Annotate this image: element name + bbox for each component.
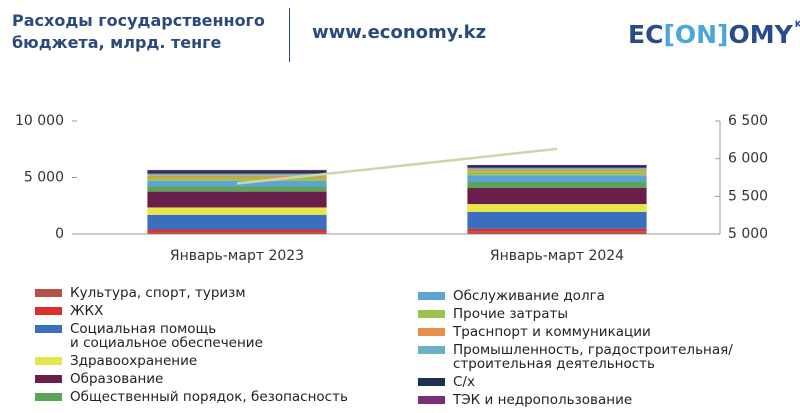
legend-swatch [35, 289, 62, 297]
bar-segment [147, 177, 327, 181]
x-tick-label: Январь-март 2024 [490, 248, 624, 264]
y-tick-label: 0 [55, 226, 64, 242]
legend-swatch [418, 328, 445, 336]
legend: Обслуживание долга Прочие затраты Траснпор… [418, 289, 733, 411]
separator [289, 8, 290, 62]
header-title: Расходы государственного бюджета, млрд. … [12, 11, 265, 52]
bar-segment [147, 207, 327, 215]
bar-segment [467, 204, 647, 212]
y2-tick-label: 6 500 [728, 113, 768, 129]
legend-swatch [35, 307, 62, 315]
logo-part: KZ [794, 20, 800, 30]
legend-item: Образование [35, 372, 348, 386]
legend-swatch [35, 393, 62, 401]
legend-item: ЖКХ [35, 304, 348, 318]
legend-label: ЖКХ [70, 303, 104, 319]
y2-tick-label: 6 000 [728, 151, 768, 167]
legend-swatch [35, 325, 62, 333]
bar-segment [147, 214, 327, 230]
bar-segment [467, 165, 647, 168]
bar-segment [467, 211, 647, 229]
legend-item: ТЭК и недропользование [418, 393, 733, 407]
bar-segment [467, 171, 647, 176]
bar-segment [467, 187, 647, 205]
bar-segment [147, 191, 327, 208]
legend-item: Промышленность, градостроительная/ строи… [418, 343, 733, 371]
bar-segment [467, 164, 647, 166]
bar-segment [467, 228, 647, 232]
y2-tick-label: 5 500 [728, 188, 768, 204]
header-site: www.economy.kz [312, 22, 487, 43]
y-tick-label: 5 000 [24, 170, 64, 186]
logo-part: EC [628, 20, 664, 49]
bar-segment [147, 180, 327, 187]
logo-part: [ON] [663, 20, 729, 49]
legend-item: Прочие затраты [418, 307, 733, 321]
logo: EC[ON]OMYKZ [628, 20, 800, 49]
chart: 0 5 000 10 000 5 000 5 500 6 000 6 500 Январь-м… [15, 113, 768, 264]
legend-label: С/х [453, 374, 475, 390]
legend-label: ТЭК и недропользование [453, 392, 633, 408]
legend-swatch [35, 357, 62, 365]
legend-item: Культура, спорт, туризм [35, 286, 348, 300]
legend-label: Обслуживание долга [453, 288, 605, 304]
legend-label: Здравоохранение [70, 353, 198, 369]
legend-label: Прочие затраты [453, 306, 569, 322]
bar-segment [467, 169, 647, 172]
legend-swatch [418, 310, 445, 318]
bar-segment [147, 231, 327, 234]
legend-swatch [418, 292, 445, 300]
y2-tick-label: 5 000 [728, 226, 768, 242]
bar-segment [147, 169, 327, 172]
legend-item: Общественный порядок, безопасность [35, 390, 348, 404]
logo-part: OMY [728, 20, 793, 49]
legend-item: С/х [418, 375, 733, 389]
legend-label: Образование [70, 371, 164, 387]
legend-swatch [418, 346, 445, 354]
legend-label: Промышленность, градостроительная/ строи… [453, 342, 733, 372]
bar-segment [147, 175, 327, 178]
bar-segment [467, 182, 647, 188]
y-tick-label: 10 000 [15, 113, 64, 129]
bar-segment [467, 231, 647, 234]
legend-swatch [418, 396, 445, 404]
legend-label: Траснпорт и коммуникации [453, 324, 651, 340]
legend-item: Здравоохранение [35, 354, 348, 368]
bar-segment [467, 175, 647, 183]
x-tick-label: Январь-март 2023 [170, 248, 304, 264]
bar-segment [467, 167, 647, 170]
legend-item: Траснпорт и коммуникации [418, 325, 733, 339]
legend-label: Культура, спорт, туризм [70, 285, 246, 301]
bar-segment [147, 173, 327, 176]
legend-item: Обслуживание долга [418, 289, 733, 303]
legend-swatch [35, 375, 62, 383]
legend-label: Общественный порядок, безопасность [70, 389, 348, 405]
bar-segment [147, 186, 327, 192]
bar-segment [147, 229, 327, 232]
total-line [236, 147, 558, 185]
legend: Культура, спорт, туризм ЖКХ Социальная пом… [35, 286, 348, 408]
legend-swatch [418, 378, 445, 386]
bar-segment [147, 171, 327, 174]
legend-label: Социальная помощь и социальное обеспечен… [70, 321, 263, 351]
legend-item: Социальная помощь и социальное обеспечен… [35, 322, 348, 350]
